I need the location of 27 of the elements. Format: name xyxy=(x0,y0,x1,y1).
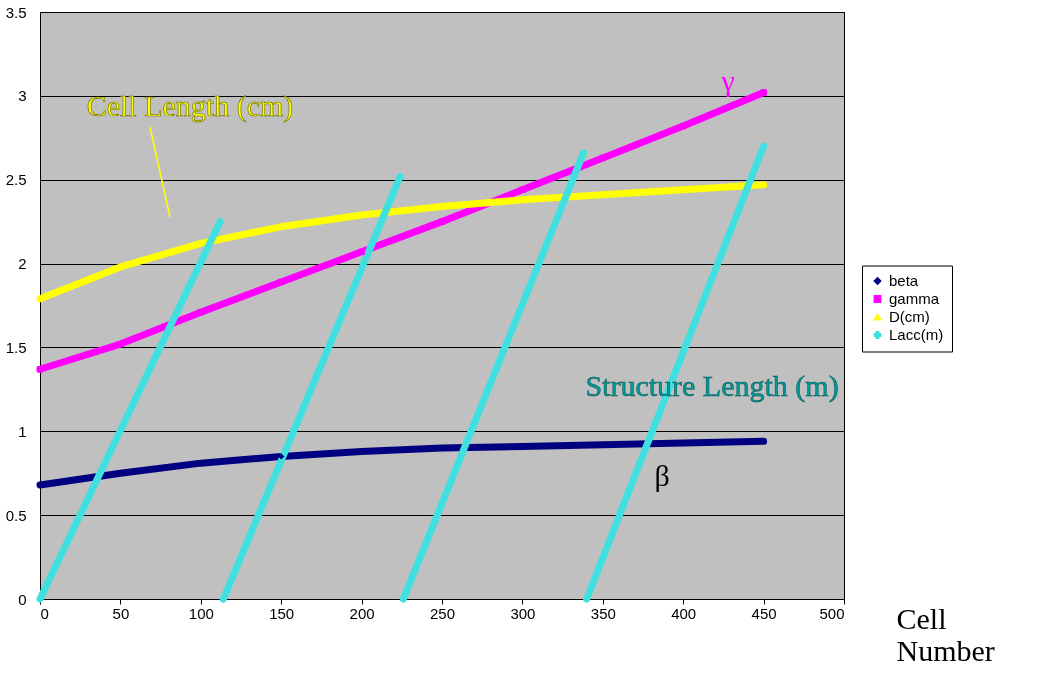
y-tick-label: 3 xyxy=(18,87,27,105)
legend-label: Lacc(m) xyxy=(889,326,944,343)
x-tick-label: 150 xyxy=(269,604,295,622)
x-tick-label: 50 xyxy=(112,604,130,622)
x-tick-label: 450 xyxy=(751,604,777,622)
legend-label: gamma xyxy=(889,290,940,307)
legend-label: D(cm) xyxy=(889,308,930,325)
x-tick-label: 200 xyxy=(349,604,375,622)
y-tick-label: 1 xyxy=(18,422,27,440)
annotation: β xyxy=(654,459,670,492)
x-tick-label: 250 xyxy=(429,604,456,622)
y-tick-label: 0.5 xyxy=(5,506,27,524)
y-tick-label: 3.5 xyxy=(5,3,27,21)
y-tick-label: 2 xyxy=(18,255,27,273)
x-tick-label: 100 xyxy=(188,604,214,622)
x-axis-title: Cell Number xyxy=(896,601,995,667)
y-tick-label: 0 xyxy=(18,590,27,608)
y-tick-label: 1.5 xyxy=(5,338,27,356)
x-tick-label: 0 xyxy=(40,604,49,622)
x-tick-label: 500 xyxy=(819,604,845,622)
y-tick-label: 2.5 xyxy=(5,171,27,189)
annotation: Cell Length (cm) xyxy=(86,89,294,123)
x-tick-label: 400 xyxy=(671,604,697,622)
annotation: γ xyxy=(720,64,735,97)
x-tick-label: 350 xyxy=(590,604,616,622)
x-tick-label: 300 xyxy=(510,604,536,622)
legend-label: beta xyxy=(889,272,919,289)
